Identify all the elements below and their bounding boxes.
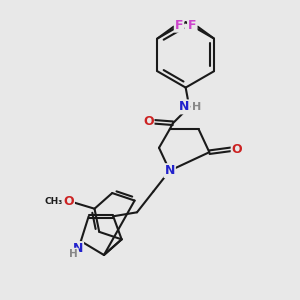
Text: N: N — [179, 100, 189, 113]
Text: H: H — [69, 249, 78, 259]
Text: F: F — [188, 19, 196, 32]
Text: CH₃: CH₃ — [45, 197, 63, 206]
Text: O: O — [63, 195, 74, 208]
Text: O: O — [232, 143, 242, 156]
Text: F: F — [175, 19, 183, 32]
Text: N: N — [73, 242, 83, 255]
Text: O: O — [143, 115, 154, 128]
Text: N: N — [164, 164, 175, 177]
Text: H: H — [192, 102, 201, 112]
